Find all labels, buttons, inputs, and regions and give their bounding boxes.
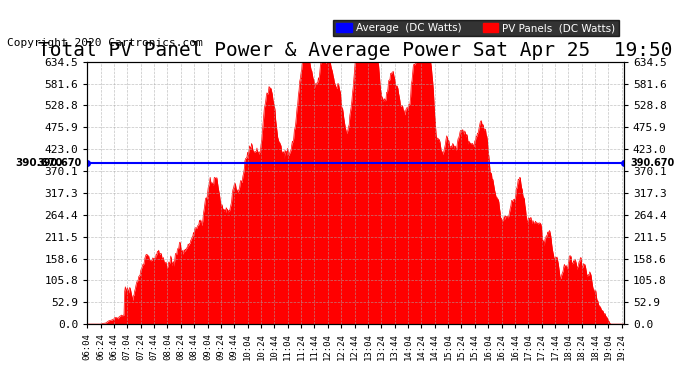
Text: 390.670: 390.670 [37, 158, 81, 168]
Text: Copyright 2020 Cartronics.com: Copyright 2020 Cartronics.com [7, 38, 203, 48]
Title: Total PV Panel Power & Average Power Sat Apr 25  19:50: Total PV Panel Power & Average Power Sat… [38, 41, 673, 60]
Text: 390.670: 390.670 [15, 158, 63, 168]
Legend: Average  (DC Watts), PV Panels  (DC Watts): Average (DC Watts), PV Panels (DC Watts) [333, 20, 619, 36]
Text: 390.670: 390.670 [631, 158, 675, 168]
